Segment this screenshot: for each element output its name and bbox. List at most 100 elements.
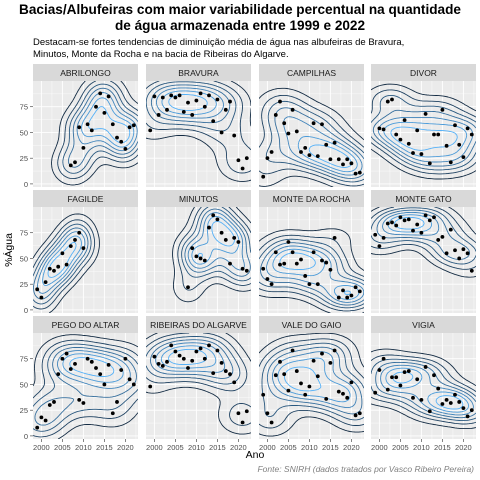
data-point [294, 369, 299, 373]
data-point [64, 351, 69, 356]
data-point [303, 145, 308, 150]
data-point [457, 400, 462, 404]
data-point [419, 397, 424, 402]
density-contour [371, 207, 476, 278]
data-point [299, 381, 303, 386]
data-point [186, 100, 190, 105]
data-point [223, 238, 228, 242]
data-point [43, 280, 48, 285]
data-point [353, 413, 358, 418]
data-point [56, 264, 61, 269]
data-point [198, 91, 203, 96]
density-contour [308, 144, 352, 168]
data-point [336, 157, 341, 162]
data-point [194, 349, 199, 354]
panel-background [259, 333, 364, 439]
data-point [102, 382, 107, 387]
data-point [278, 99, 282, 104]
facet-label: RIBEIRAS DO ALGARVE [150, 320, 247, 330]
contour-group [259, 228, 364, 313]
facet-label: PEGO DO ALTAR [52, 320, 120, 330]
data-point [81, 246, 86, 251]
data-point [236, 158, 241, 163]
y-tick-label: 0 [24, 180, 28, 189]
data-point [102, 111, 107, 115]
y-tick-label: 75 [20, 355, 28, 364]
data-point [328, 267, 333, 272]
data-point [286, 240, 291, 244]
data-point [173, 349, 178, 354]
facet-panel: MONTE DA ROCHA [259, 190, 364, 313]
data-point [110, 411, 115, 416]
data-point [436, 386, 441, 391]
data-point [265, 156, 270, 161]
data-point [169, 93, 174, 98]
data-point [47, 266, 52, 271]
data-point [202, 258, 207, 263]
density-contour [62, 83, 138, 174]
data-point [394, 375, 399, 380]
data-point [311, 358, 316, 363]
data-point [341, 391, 345, 396]
facet-panel: VIGIA 2000 2005 2010 2015 2020 [371, 316, 476, 452]
density-contour [371, 354, 476, 425]
data-point [406, 217, 411, 222]
data-point [119, 368, 124, 372]
data-point [106, 94, 111, 99]
data-point [282, 121, 287, 126]
density-contour [184, 208, 251, 277]
data-point [332, 348, 337, 353]
data-point [345, 295, 350, 300]
density-contour [259, 338, 364, 429]
density-contour [371, 94, 476, 171]
density-contour [146, 81, 237, 132]
data-point [228, 99, 232, 104]
data-point [303, 274, 308, 278]
density-contour [272, 351, 357, 409]
data-point [307, 153, 312, 157]
data-point [194, 98, 199, 103]
data-point [35, 425, 40, 430]
data-point [345, 395, 350, 400]
density-contour [146, 333, 251, 435]
data-point [385, 221, 390, 226]
data-point [278, 262, 282, 267]
density-contour [150, 84, 231, 124]
data-point [423, 112, 428, 116]
data-point [294, 129, 299, 134]
data-point [377, 368, 382, 372]
density-contour [259, 238, 364, 309]
facet-panel: CAMPILHAS [259, 64, 364, 187]
density-contour [274, 107, 364, 179]
x-tick-label: 2005 [392, 443, 409, 452]
facet-strip [33, 64, 138, 81]
data-point [324, 396, 329, 401]
facet-strip [259, 64, 364, 81]
data-point [169, 343, 174, 348]
x-tick-label: 2010 [188, 443, 205, 452]
contour-group [371, 83, 476, 180]
density-contour [259, 333, 364, 437]
data-point [85, 122, 90, 127]
data-point [332, 235, 337, 240]
facet-panel: MINUTOS [146, 190, 251, 313]
data-point [311, 121, 316, 126]
data-point [349, 380, 354, 385]
data-point [469, 408, 474, 413]
data-point [211, 371, 216, 376]
data-point [299, 150, 303, 154]
density-contour [371, 83, 476, 180]
data-point [402, 218, 407, 223]
density-contour [33, 343, 138, 432]
facet-strip [33, 316, 138, 333]
data-point [411, 151, 415, 155]
data-point [385, 387, 390, 392]
data-point [265, 277, 270, 281]
density-contour [371, 348, 476, 430]
x-tick-label: 2010 [75, 443, 92, 452]
data-point [219, 230, 224, 235]
density-contour [33, 223, 92, 305]
data-point [273, 113, 278, 117]
data-point [406, 141, 411, 146]
data-point [385, 99, 390, 104]
